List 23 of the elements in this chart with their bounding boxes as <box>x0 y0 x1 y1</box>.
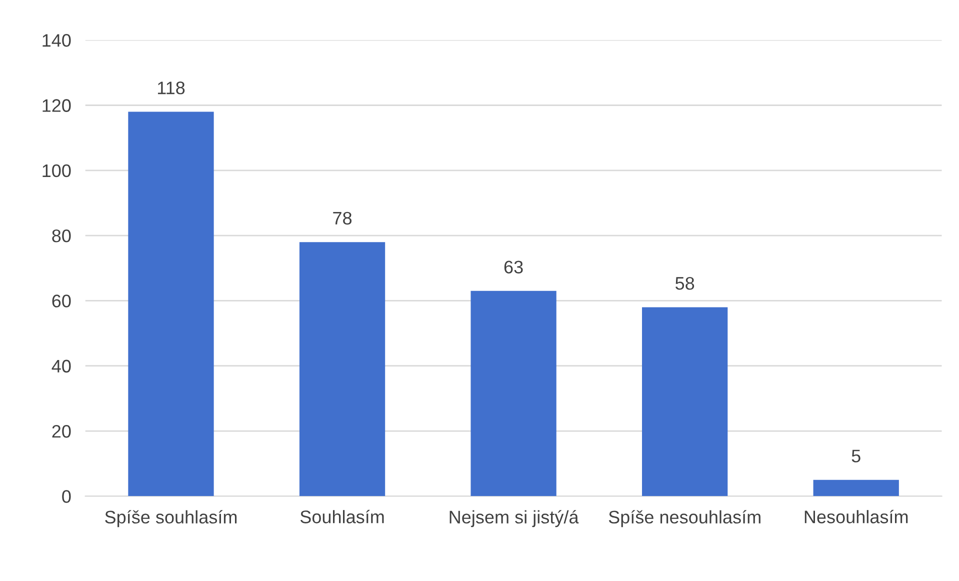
data-label: 118 <box>158 82 185 94</box>
data-label: 78 <box>333 212 352 225</box>
x-tick-label: Spíše nesouhlasím <box>608 510 760 528</box>
y-tick-label: 20 <box>52 424 71 438</box>
x-tick-label: Spíše souhlasím <box>105 510 237 528</box>
x-tick-label: Nejsem si jistý/á <box>450 510 579 528</box>
y-tick-label: 40 <box>52 360 71 373</box>
data-label: 5 <box>852 450 860 462</box>
y-tick-label: 140 <box>42 34 71 47</box>
bar <box>813 480 899 496</box>
x-tick-label: Souhlasím <box>300 510 384 524</box>
y-tick-label: 100 <box>42 164 71 178</box>
y-tick-label: 120 <box>42 99 71 112</box>
bar <box>642 307 728 496</box>
y-tick-label: 0 <box>62 490 71 503</box>
bar <box>299 242 386 496</box>
data-label: 58 <box>676 276 694 290</box>
bar <box>470 290 556 496</box>
y-tick-label: 60 <box>52 294 71 308</box>
x-tick-label: Nesouhlasím <box>804 510 908 524</box>
y-tick-label: 80 <box>52 229 71 242</box>
data-label: 63 <box>504 260 523 274</box>
bar <box>128 112 214 496</box>
